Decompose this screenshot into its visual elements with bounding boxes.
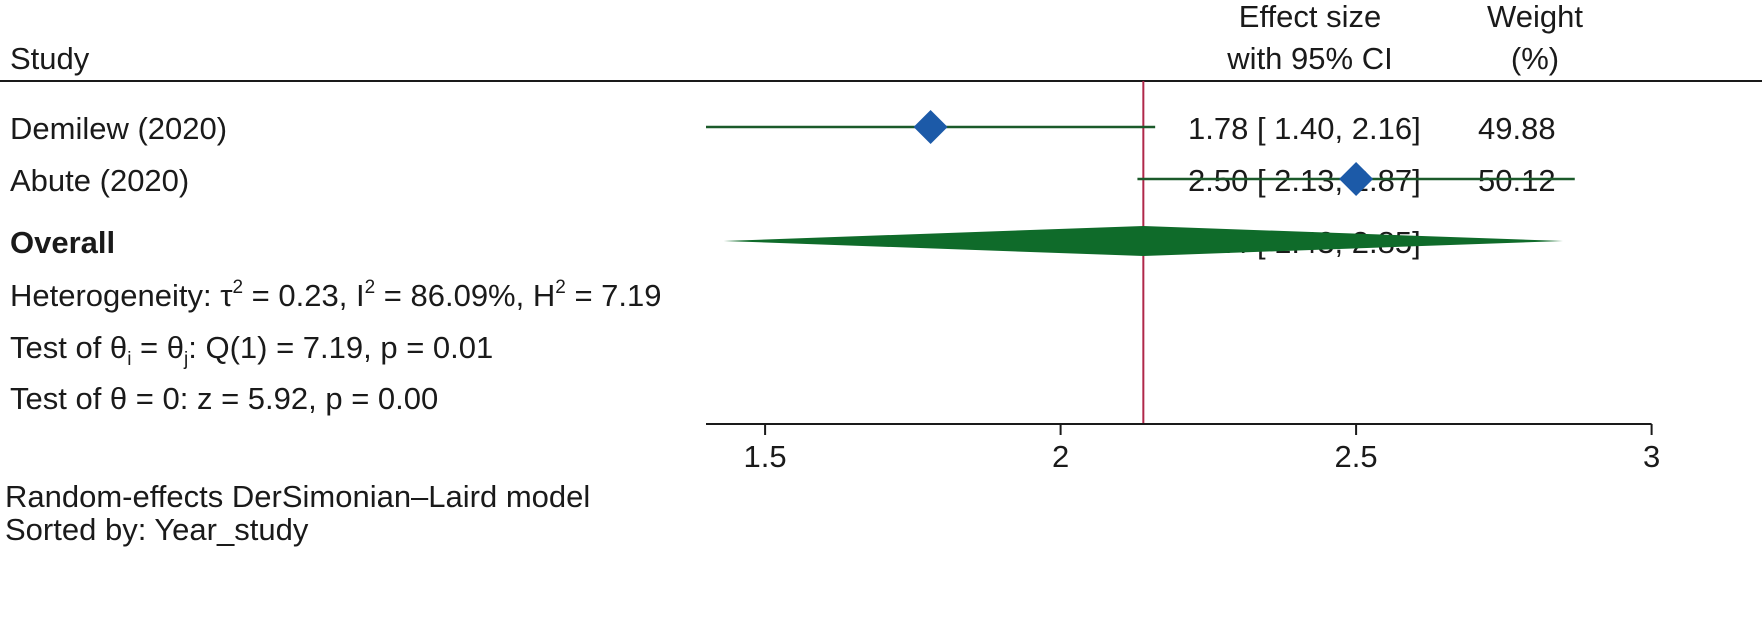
- study-label-demilew: Demilew (2020): [10, 111, 227, 146]
- header-study: Study: [10, 41, 90, 76]
- heterogeneity-stats: Heterogeneity: τ2 = 0.23, I2 = 86.09%, H…: [10, 277, 662, 313]
- header-weight-unit: (%): [1511, 41, 1559, 76]
- study-weight-demilew: 49.88: [1478, 111, 1556, 146]
- plot-area: 1.5 2 2.5 3: [706, 81, 1660, 474]
- study-marker-1: [913, 110, 948, 144]
- test-theta-ij: Test of θi = θj: Q(1) = 7.19, p = 0.01: [10, 330, 493, 370]
- x-tick-label-4: 3: [1643, 439, 1660, 474]
- study-weight-abute: 50.12: [1478, 163, 1556, 198]
- x-tick-label-2: 2: [1052, 439, 1069, 474]
- x-tick-label-3: 2.5: [1335, 439, 1378, 474]
- study-label-abute: Abute (2020): [10, 163, 189, 198]
- x-tick-label-1: 1.5: [744, 439, 787, 474]
- header-ci: with 95% CI: [1226, 41, 1392, 76]
- study-effect-demilew: 1.78 [ 1.40, 2.16]: [1188, 111, 1421, 146]
- footnote-sort: Sorted by: Year_study: [5, 512, 309, 547]
- test-theta-zero: Test of θ = 0: z = 5.92, p = 0.00: [10, 381, 438, 416]
- overall-label: Overall: [10, 225, 115, 260]
- overall-diamond: [723, 226, 1563, 256]
- footnote-model: Random-effects DerSimonian–Laird model: [5, 479, 590, 514]
- study-marker-2: [1339, 162, 1374, 196]
- header-weight: Weight: [1487, 0, 1583, 34]
- header-effect-size: Effect size: [1239, 0, 1381, 34]
- study-effect-abute: 2.50 [ 2.13, 2.87]: [1188, 163, 1421, 198]
